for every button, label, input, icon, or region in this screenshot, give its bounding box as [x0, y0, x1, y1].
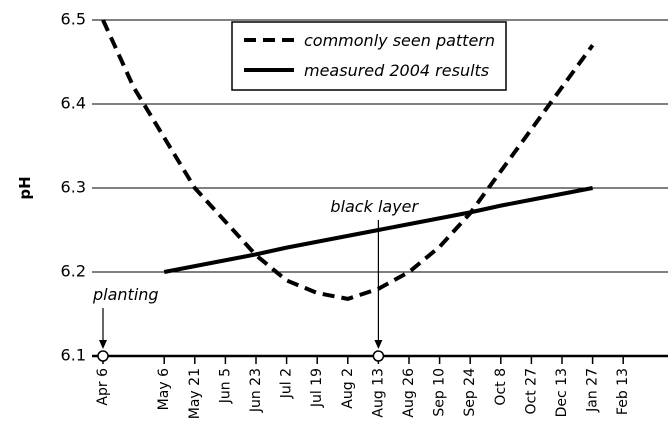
legend-label: measured 2004 results: [304, 61, 489, 80]
line-series: [101, 19, 595, 301]
x-tick-label: Aug 26: [401, 368, 417, 418]
x-tick-label: Sep 10: [432, 368, 448, 417]
x-tick-label: Jan 27: [585, 368, 601, 413]
event-marker: [97, 350, 109, 362]
x-tick-label: Sep 24: [462, 368, 478, 417]
x-tick-label: Aug 2: [340, 368, 356, 409]
y-axis-label: pH: [16, 176, 34, 199]
legend-label: commonly seen pattern: [304, 31, 495, 50]
arrow-head: [374, 340, 383, 349]
y-tick-label: 6.2: [61, 262, 86, 281]
event-marker: [372, 350, 385, 362]
annotation: black layer: [330, 197, 419, 216]
x-tick-label: Aug 13: [370, 368, 386, 418]
x-tick-label: May 6: [156, 368, 172, 410]
x-tick-label: Jul 2: [279, 368, 295, 399]
annotation: planting: [92, 285, 159, 304]
x-tick-label: Oct 27: [523, 368, 539, 414]
y-tick-label: 6.1: [61, 346, 86, 365]
x-tick-label: Dec 13: [554, 368, 570, 417]
x-tick-label: Feb 13: [615, 368, 631, 415]
x-tick-label: Apr 6: [95, 368, 111, 406]
y-tick-label: 6.3: [61, 178, 86, 197]
y-tick-label: 6.5: [61, 10, 86, 29]
legend-box: [231, 21, 507, 91]
x-tick-label: Jul 19: [309, 368, 325, 408]
x-tick-label: Jun 23: [248, 368, 264, 413]
y-tick-label: 6.4: [61, 94, 86, 113]
x-tick-label: May 21: [187, 368, 203, 419]
x-tick-label: Jun 5: [217, 368, 233, 404]
x-tick-label: Oct 8: [493, 368, 509, 406]
arrow-head: [99, 340, 107, 349]
